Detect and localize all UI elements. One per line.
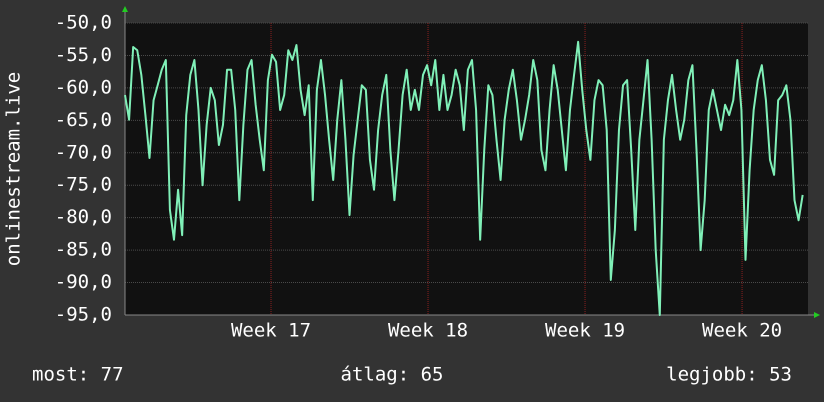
y-tick-label: -65,0 [55, 109, 112, 131]
y-axis-label: onlinestream.live [3, 72, 25, 266]
y-tick-label: -95,0 [55, 304, 112, 326]
y-tick-label: -55,0 [55, 44, 112, 66]
y-tick-label: -75,0 [55, 174, 112, 196]
stat-current: most: 77 [32, 364, 124, 386]
y-tick-label: -70,0 [55, 141, 112, 163]
x-tick-label: Week 18 [388, 320, 468, 342]
y-arrow [122, 6, 128, 12]
x-tick-label: Week 20 [702, 320, 782, 342]
stat-best: legjobb: 53 [666, 364, 792, 386]
x-arrow [814, 312, 820, 318]
y-tick-label: -50,0 [55, 12, 112, 34]
y-tick-label: -85,0 [55, 239, 112, 261]
y-tick-label: -60,0 [55, 76, 112, 98]
stat-average: átlag: 65 [341, 364, 444, 386]
x-tick-label: Week 17 [231, 320, 311, 342]
y-tick-label: -80,0 [55, 206, 112, 228]
x-tick-label: Week 19 [545, 320, 625, 342]
data-line [124, 40, 804, 316]
y-tick-label: -90,0 [55, 271, 112, 293]
marks [124, 40, 804, 316]
